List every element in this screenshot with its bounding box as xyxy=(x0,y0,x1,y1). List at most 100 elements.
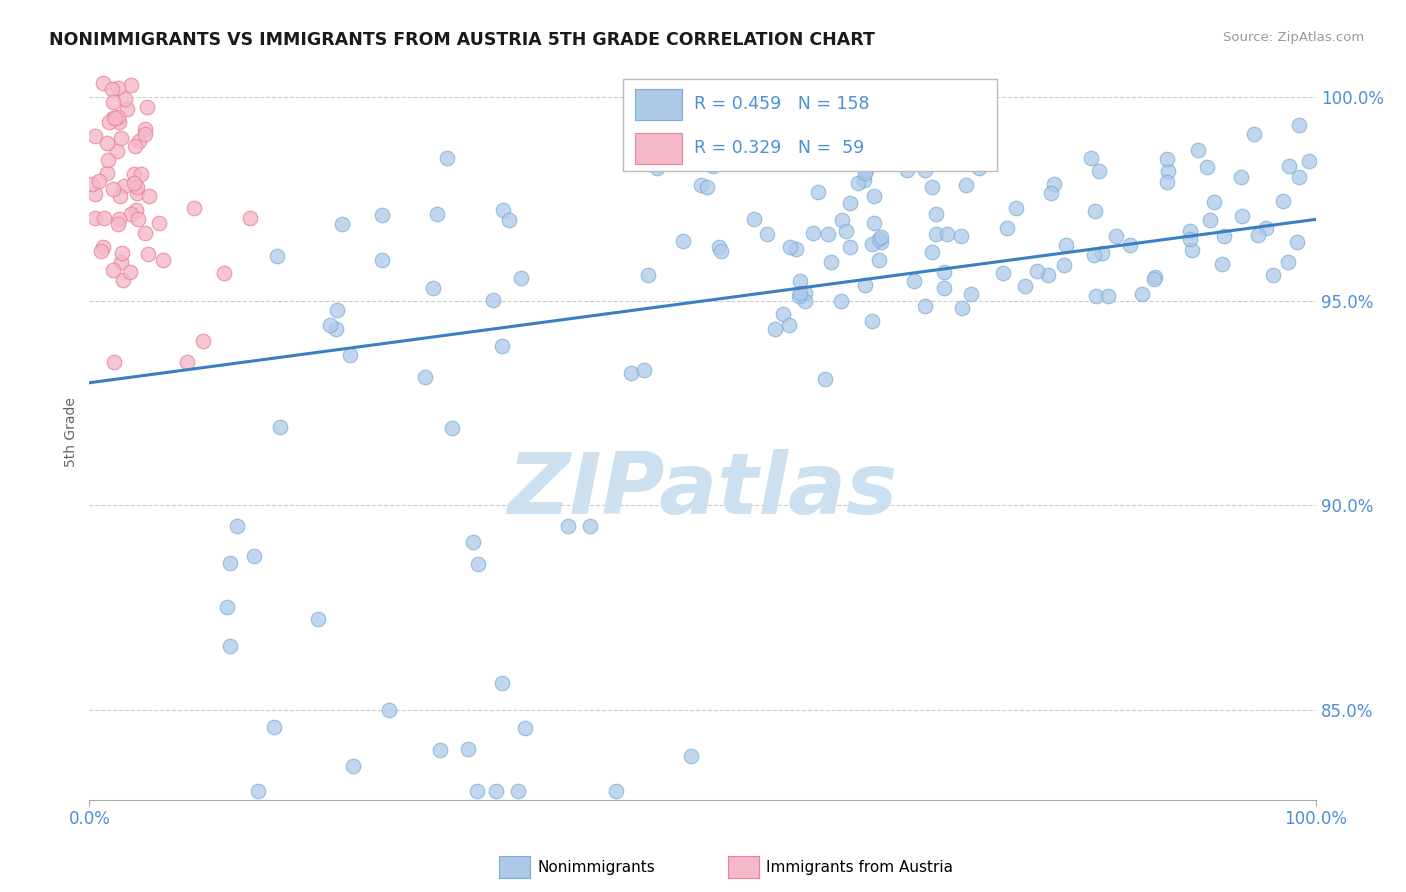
Point xyxy=(134,127,156,141)
Point xyxy=(1026,264,1049,278)
Point xyxy=(307,612,329,626)
Point xyxy=(1277,255,1299,269)
Point xyxy=(176,355,198,369)
Point xyxy=(125,179,148,194)
Point xyxy=(679,748,702,763)
FancyBboxPatch shape xyxy=(623,78,997,170)
Point xyxy=(87,174,110,188)
Point xyxy=(215,599,238,614)
Point xyxy=(104,111,127,125)
Point xyxy=(491,676,513,690)
Point xyxy=(138,189,160,203)
Point xyxy=(633,363,655,377)
Point xyxy=(120,78,142,93)
Point xyxy=(1247,227,1270,242)
Point xyxy=(482,293,505,307)
Point xyxy=(620,366,643,380)
Point xyxy=(959,287,981,301)
Point xyxy=(868,252,890,267)
Point xyxy=(862,216,884,230)
Point xyxy=(830,294,852,309)
Point xyxy=(637,268,659,282)
Point xyxy=(702,159,724,173)
Point xyxy=(91,240,114,254)
Point xyxy=(839,240,862,254)
Point xyxy=(853,277,876,292)
Text: ZIPatlas: ZIPatlas xyxy=(508,450,898,533)
Point xyxy=(498,212,520,227)
Point xyxy=(779,240,801,254)
Point xyxy=(226,518,249,533)
Point xyxy=(266,249,288,263)
Point xyxy=(105,144,128,158)
Point xyxy=(1143,272,1166,286)
Point xyxy=(1181,243,1204,257)
Point xyxy=(461,535,484,549)
Point xyxy=(835,224,858,238)
Point xyxy=(706,151,728,165)
Point xyxy=(1157,164,1180,178)
Point xyxy=(1084,289,1107,303)
Point xyxy=(457,742,479,756)
Point xyxy=(342,759,364,773)
Point xyxy=(921,245,943,260)
Text: NONIMMIGRANTS VS IMMIGRANTS FROM AUSTRIA 5TH GRADE CORRELATION CHART: NONIMMIGRANTS VS IMMIGRANTS FROM AUSTRIA… xyxy=(49,31,875,49)
Text: R = 0.459   N = 158: R = 0.459 N = 158 xyxy=(695,95,870,112)
Point xyxy=(429,743,451,757)
Point xyxy=(868,232,890,246)
Point xyxy=(756,227,779,241)
Point xyxy=(846,176,869,190)
Point xyxy=(896,162,918,177)
Point xyxy=(1199,212,1222,227)
Point xyxy=(1156,175,1178,189)
Point xyxy=(212,266,235,280)
Point xyxy=(510,271,533,285)
Point xyxy=(93,211,115,225)
Point xyxy=(135,100,157,114)
Point xyxy=(787,288,810,302)
Point xyxy=(467,558,489,572)
Point xyxy=(191,334,214,348)
Point xyxy=(1105,229,1128,244)
Point xyxy=(1195,160,1218,174)
Point xyxy=(129,167,152,181)
Point xyxy=(1042,177,1064,191)
Text: Nonimmigrants: Nonimmigrants xyxy=(537,861,655,875)
Point xyxy=(325,302,347,317)
Point xyxy=(1229,169,1251,184)
Point xyxy=(83,128,105,143)
Point xyxy=(107,110,129,124)
Point xyxy=(1097,289,1119,303)
Point xyxy=(422,281,444,295)
Point xyxy=(425,206,447,220)
Point xyxy=(1178,232,1201,246)
Point xyxy=(377,703,399,717)
Point xyxy=(127,186,149,201)
Point xyxy=(1014,278,1036,293)
Point xyxy=(1036,268,1059,283)
Point xyxy=(263,720,285,734)
Point xyxy=(96,166,118,180)
Point xyxy=(218,639,240,653)
Point xyxy=(103,355,125,369)
Point xyxy=(967,161,990,175)
Point xyxy=(932,281,955,295)
Point xyxy=(870,235,893,249)
Point xyxy=(330,217,353,231)
Point xyxy=(124,139,146,153)
Point xyxy=(1143,269,1166,284)
Point xyxy=(114,92,136,106)
Point xyxy=(914,163,936,178)
Point xyxy=(860,314,883,328)
Point xyxy=(908,154,931,169)
Point xyxy=(101,111,124,125)
Point xyxy=(863,188,886,202)
Point xyxy=(120,265,142,279)
Point xyxy=(513,721,536,735)
Point xyxy=(1083,203,1105,218)
Point xyxy=(765,322,787,336)
Point xyxy=(136,247,159,261)
Point xyxy=(1243,127,1265,141)
Point xyxy=(579,518,602,533)
Point xyxy=(886,151,908,165)
